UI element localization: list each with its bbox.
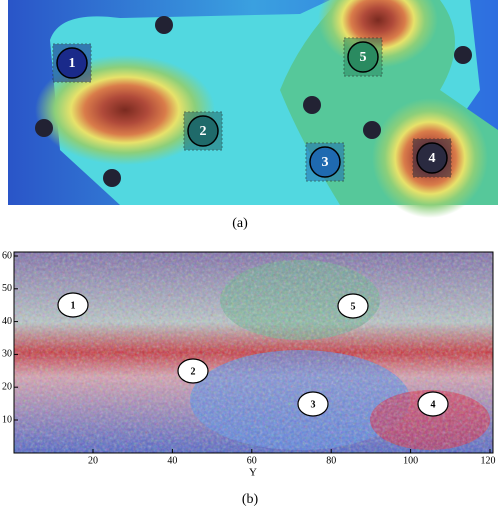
marker-label: 2 bbox=[191, 366, 196, 377]
x-tick-label: 40 bbox=[167, 455, 177, 466]
marker-label: 3 bbox=[311, 399, 316, 410]
marker-label: 4 bbox=[429, 151, 436, 166]
x-tick-label: 60 bbox=[247, 455, 257, 466]
marker-label: 5 bbox=[351, 301, 356, 312]
robot bbox=[303, 96, 321, 114]
marker-label: 4 bbox=[431, 399, 436, 410]
robot bbox=[363, 121, 381, 139]
robot bbox=[103, 169, 121, 187]
marker-label: 1 bbox=[69, 56, 76, 71]
page: (a) Y (b) 1 2 3 4 5 1 2 3 4 5 20 40 60 80 100 120 10 20 30… bbox=[0, 0, 498, 517]
figure: (a) Y (b) 1 2 3 4 5 1 2 3 4 5 20 40 60 80 100 120 10 20 30… bbox=[0, 0, 498, 512]
robot bbox=[155, 16, 173, 34]
panel-b bbox=[14, 252, 493, 453]
caption: (b) bbox=[242, 492, 259, 507]
y-tick-label: 10 bbox=[2, 414, 12, 425]
y-tick-label: 40 bbox=[2, 316, 12, 327]
y-tick-label: 30 bbox=[2, 349, 12, 360]
x-tick-label: 100 bbox=[403, 455, 418, 466]
y-tick-label: 50 bbox=[2, 283, 12, 294]
x-tick-label: 20 bbox=[88, 455, 98, 466]
y-tick-label: 60 bbox=[2, 250, 12, 261]
pixel-texture bbox=[14, 252, 493, 453]
x-tick-label: 120 bbox=[481, 455, 496, 466]
marker-label: 2 bbox=[200, 124, 207, 139]
robot bbox=[454, 46, 472, 64]
marker-label: 5 bbox=[360, 50, 367, 65]
x-axis-label: Y bbox=[249, 467, 257, 479]
y-tick-label: 20 bbox=[2, 381, 12, 392]
marker-label: 1 bbox=[71, 300, 76, 311]
x-tick-label: 80 bbox=[326, 455, 336, 466]
panel-a bbox=[8, 0, 498, 218]
caption: (a) bbox=[232, 216, 248, 231]
marker-label: 3 bbox=[322, 155, 329, 170]
robot bbox=[35, 119, 53, 137]
